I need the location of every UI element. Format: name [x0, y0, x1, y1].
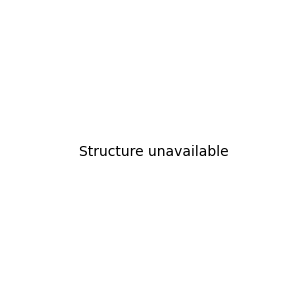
Text: Structure unavailable: Structure unavailable: [79, 145, 229, 158]
